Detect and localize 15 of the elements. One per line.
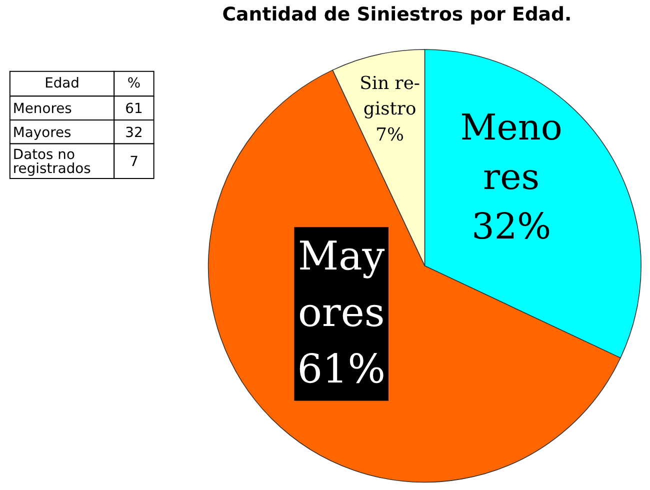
data-label: 7 xyxy=(130,154,138,170)
category-label: Menores xyxy=(12,101,72,117)
slice-label: Sin re- gistro xyxy=(360,72,420,120)
data-label: 61% xyxy=(297,346,386,392)
slice-label: May ores xyxy=(298,233,386,336)
text: Edad xyxy=(44,76,80,92)
category-label: Datos no registrados xyxy=(12,147,91,178)
data-label: 32 xyxy=(125,124,143,141)
text: % xyxy=(127,76,141,92)
chart-title: Cantidad de Siniestros por Edad. xyxy=(222,4,572,26)
slice-label: Meno res xyxy=(460,107,562,198)
category-label: Mayores xyxy=(12,124,72,141)
data-label: 32% xyxy=(472,206,552,248)
data-label: 7% xyxy=(376,124,404,146)
data-label: 61 xyxy=(125,101,143,117)
